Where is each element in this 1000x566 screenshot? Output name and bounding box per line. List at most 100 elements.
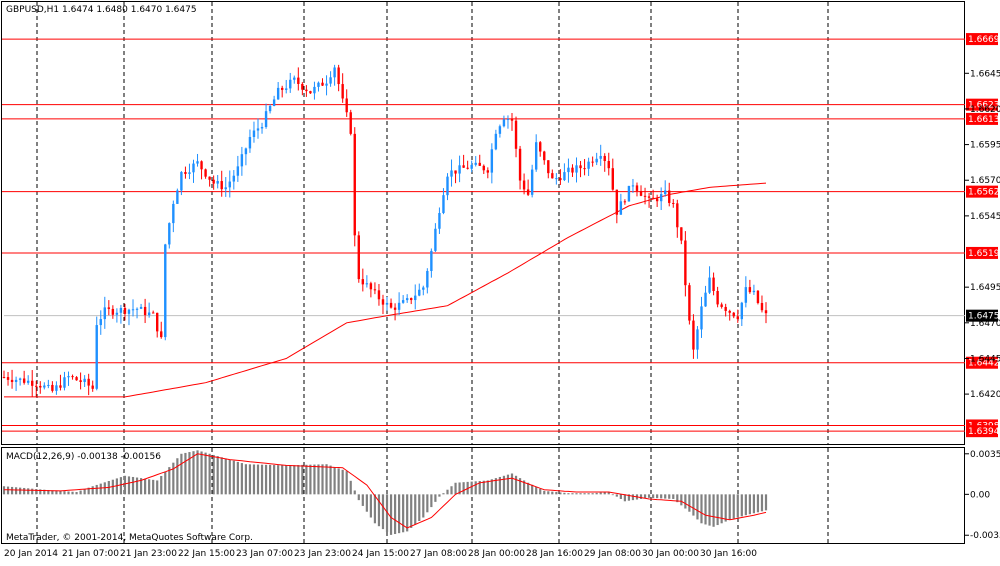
candle-body: [196, 161, 199, 164]
macd-bar: [720, 494, 723, 524]
candle-body: [248, 136, 252, 149]
candle-body: [289, 79, 292, 89]
candle-body: [131, 309, 135, 311]
macd-bar: [398, 494, 401, 534]
macd-bar: [75, 492, 78, 495]
x-tick-label: 21 Jan 23:00: [120, 549, 177, 559]
candle-body: [668, 190, 671, 203]
candle-body: [79, 380, 82, 383]
macd-bar: [309, 464, 312, 495]
macd-bar: [607, 492, 610, 495]
candle-body: [305, 89, 308, 92]
moving-average: [4, 182, 767, 398]
macd-bar: [418, 494, 421, 521]
candle-body: [91, 385, 94, 389]
macd-bar: [664, 494, 667, 499]
macd-bar: [506, 474, 510, 495]
candle-body: [317, 82, 320, 87]
candle-body: [551, 173, 554, 179]
x-tick-label: 23 Jan 23:00: [294, 549, 351, 559]
candle-body: [724, 306, 727, 311]
candle-body: [39, 385, 42, 388]
candle-body: [127, 309, 131, 314]
candle-body: [752, 290, 756, 293]
level-label-bg: [966, 185, 998, 198]
candle-body: [63, 377, 66, 388]
macd-bar: [696, 494, 699, 520]
macd-bar: [591, 493, 594, 495]
macd-bar: [647, 494, 651, 498]
macd-bar: [317, 464, 320, 495]
macd-panel-frame: [1, 447, 965, 544]
macd-bar: [760, 494, 764, 512]
candle-body: [160, 331, 163, 338]
candle-body: [655, 198, 659, 202]
candle-body: [712, 277, 715, 291]
macd-bar: [724, 494, 727, 522]
macd-bar: [19, 487, 22, 495]
candle-body: [156, 312, 159, 332]
macd-bar: [200, 451, 203, 495]
candle-body: [716, 290, 719, 305]
macd-bar: [377, 494, 381, 527]
candle-body: [567, 167, 570, 173]
candle-body: [478, 162, 481, 166]
macd-bar: [172, 462, 175, 495]
candle-body: [143, 306, 147, 316]
macd-bar: [365, 494, 368, 512]
macd-bar: [603, 492, 606, 495]
x-tick-label: 27 Jan 08:00: [410, 549, 467, 559]
macd-bar: [293, 465, 296, 495]
macd-bar: [99, 483, 102, 495]
macd-bar: [571, 493, 574, 495]
candle-body: [486, 170, 490, 173]
candle-body: [607, 160, 610, 169]
macd-bar: [462, 482, 465, 495]
candle-body: [369, 283, 373, 290]
macd-bar: [716, 494, 719, 526]
level-label-bg: [966, 98, 998, 111]
macd-y-tick-label: 0.0035: [970, 450, 1000, 460]
macd-bar: [410, 494, 413, 528]
macd-bar: [252, 464, 256, 495]
macd-bar: [2, 486, 6, 495]
macd-bar: [539, 488, 542, 495]
candle-body: [252, 130, 256, 137]
candle-body: [192, 163, 195, 173]
macd-bar: [748, 494, 751, 515]
candle-body: [164, 244, 167, 338]
x-tick-label: 22 Jan 15:00: [178, 549, 235, 559]
candle-body: [321, 82, 324, 86]
macd-bar: [63, 491, 66, 495]
candle-body: [764, 310, 768, 314]
candle-body: [494, 133, 498, 150]
candle-body: [700, 306, 703, 330]
level-label: 1.6394: [968, 427, 1000, 437]
macd-bar: [232, 460, 235, 495]
candle-body: [672, 202, 675, 204]
macd-bar: [135, 477, 139, 495]
candle-body: [410, 298, 413, 301]
candle-body: [575, 165, 578, 173]
candle-body: [543, 151, 546, 161]
candle-body: [748, 287, 752, 293]
macd-bar: [240, 463, 243, 495]
macd-bar: [708, 494, 711, 526]
macd-bar: [39, 489, 42, 495]
macd-bar: [555, 492, 558, 495]
candle-body: [325, 83, 328, 86]
macd-bar: [732, 494, 735, 519]
candle-body: [744, 287, 748, 303]
candle-body: [502, 119, 506, 127]
macd-bar: [627, 494, 631, 501]
candle-body: [244, 148, 248, 155]
macd-bar: [79, 490, 82, 495]
macd-bar: [329, 465, 332, 495]
macd-title: MACD(12,26,9) -0.00138 -0.00156: [6, 452, 161, 462]
macd-bar: [599, 492, 602, 495]
macd-bar: [486, 480, 489, 495]
macd-bar: [619, 494, 622, 499]
macd-bar: [728, 494, 731, 520]
